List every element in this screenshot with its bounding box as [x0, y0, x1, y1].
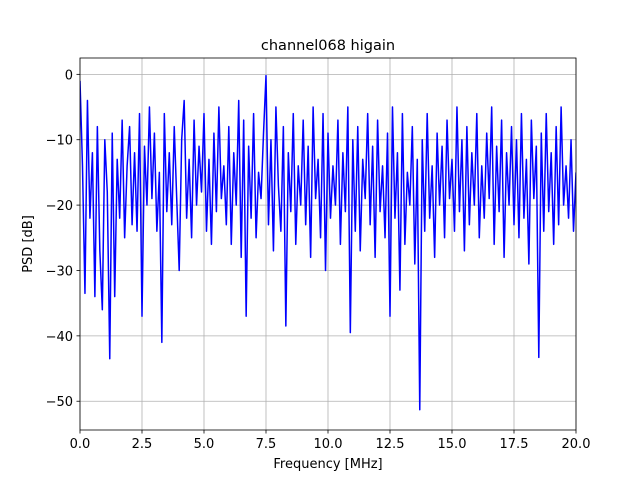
- x-tick-label: 5.0: [194, 437, 215, 452]
- plot-frame: [79, 57, 577, 431]
- y-tick-label: −50: [46, 395, 73, 410]
- x-tick-label: 7.5: [256, 437, 277, 452]
- x-tick-label: 17.5: [500, 437, 529, 452]
- y-tick-label: −30: [46, 264, 73, 279]
- y-tick-label: −10: [46, 134, 73, 149]
- x-axis-label: Frequency [MHz]: [273, 457, 382, 472]
- y-axis-label: PSD [dB]: [21, 215, 36, 273]
- x-tick-label: 12.5: [376, 437, 405, 452]
- x-tick-label: 0.0: [70, 437, 91, 452]
- x-tick-label: 20.0: [562, 437, 591, 452]
- y-tick-label: 0: [65, 68, 73, 83]
- x-tick-label: 15.0: [438, 437, 467, 452]
- chart-title: channel068 higain: [261, 38, 395, 54]
- x-tick-label: 2.5: [132, 437, 153, 452]
- y-tick-label: −20: [46, 199, 73, 214]
- x-tick-label: 10.0: [314, 437, 343, 452]
- y-tick-label: −40: [46, 330, 73, 345]
- line: [80, 74, 576, 411]
